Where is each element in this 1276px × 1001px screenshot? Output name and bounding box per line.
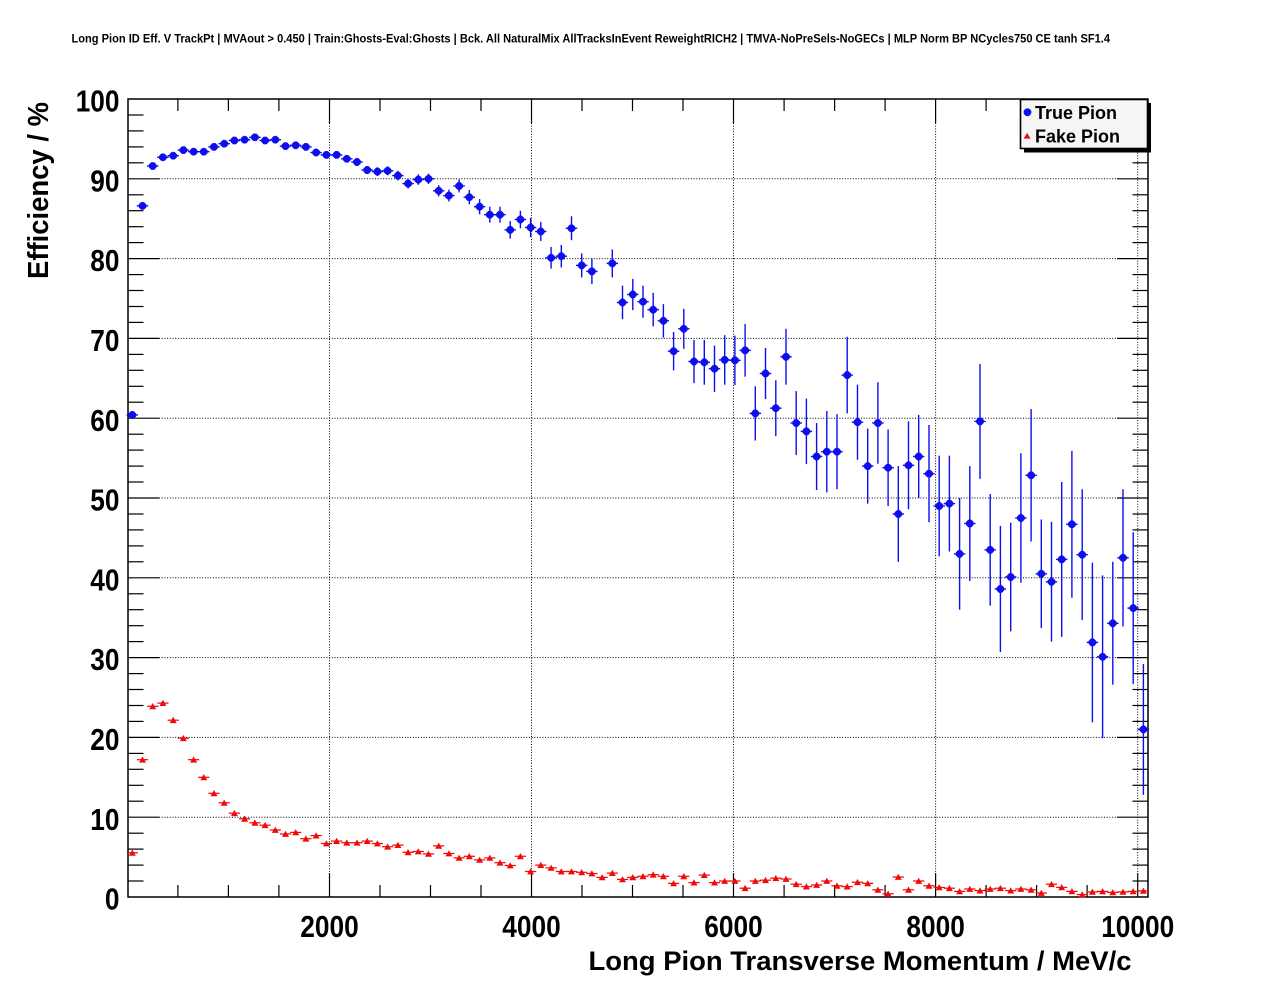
svg-text:10: 10 [90,803,119,837]
svg-text:10000: 10000 [1101,910,1174,944]
svg-text:Efficiency / %: Efficiency / % [23,102,55,279]
svg-text:Fake Pion: Fake Pion [1035,126,1120,146]
svg-text:60: 60 [90,404,119,438]
svg-text:20: 20 [90,723,119,757]
svg-text:90: 90 [90,164,119,198]
svg-text:100: 100 [76,85,120,119]
svg-text:Long Pion ID Eff. V TrackPt |: Long Pion ID Eff. V TrackPt | MVAout > 0… [72,32,1111,46]
svg-text:40: 40 [90,563,119,597]
svg-text:True Pion: True Pion [1035,103,1117,123]
svg-text:0: 0 [105,883,120,917]
svg-text:4000: 4000 [502,910,560,944]
svg-text:30: 30 [90,643,119,677]
svg-text:6000: 6000 [704,910,762,944]
svg-text:8000: 8000 [906,910,964,944]
svg-text:50: 50 [90,484,119,518]
svg-text:Long Pion Transverse Momentum: Long Pion Transverse Momentum / MeV/c [589,946,1132,976]
svg-text:2000: 2000 [300,910,358,944]
svg-text:80: 80 [90,244,119,278]
svg-text:70: 70 [90,324,119,358]
